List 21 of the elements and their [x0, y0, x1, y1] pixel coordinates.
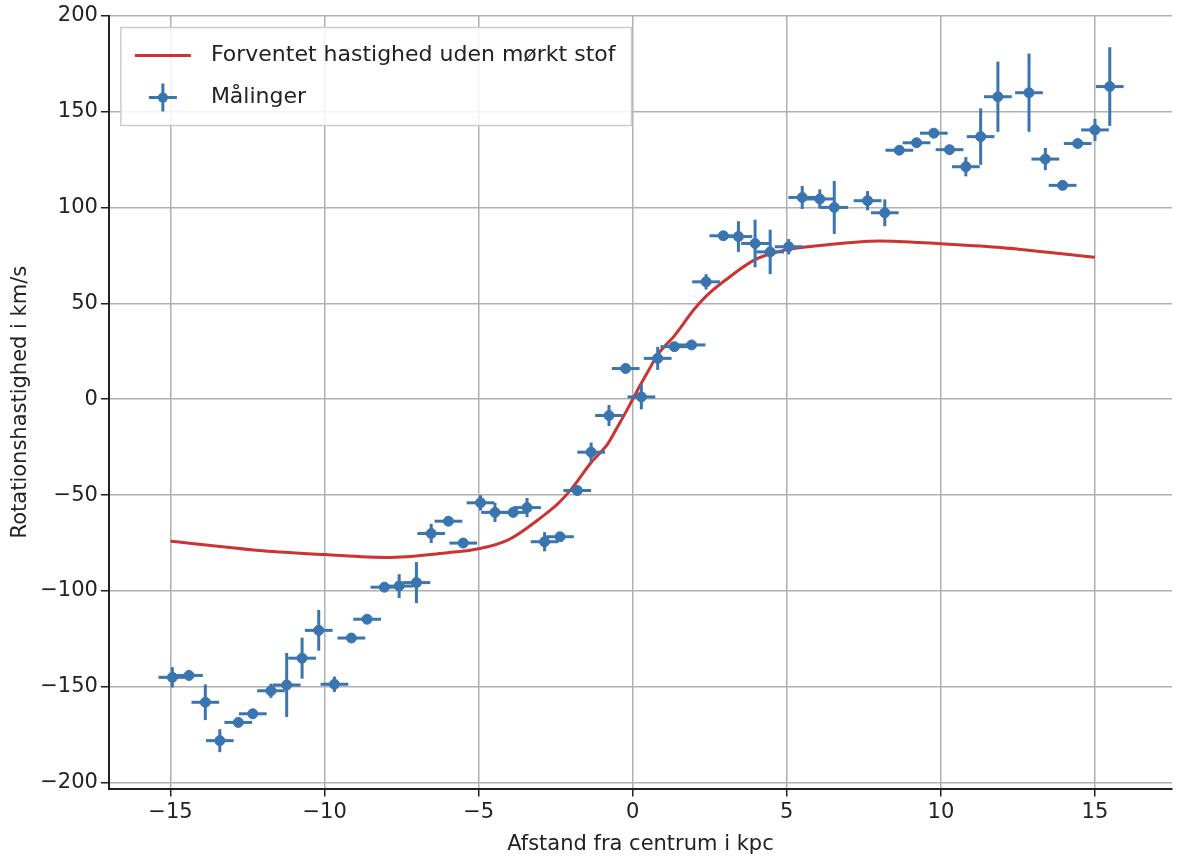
x-tick-label: 10 [927, 798, 955, 823]
x-tick-label: −10 [302, 798, 347, 823]
legend-label: Målinger [210, 83, 308, 109]
y-tick-label: −50 [53, 481, 98, 506]
x-tick-label: 5 [780, 798, 794, 823]
y-tick-label: 150 [57, 97, 98, 122]
y-tick-label: −100 [40, 577, 98, 602]
y-tick-label: 50 [71, 289, 98, 314]
y-axis-title: Rotationshastighed i km/s [7, 265, 32, 539]
x-tick-label: −15 [148, 798, 193, 823]
y-tick-label: 200 [57, 2, 98, 27]
legend-label: Forventet hastighed uden mørkt stof [210, 41, 617, 67]
line-series [169, 239, 1097, 559]
y-tick-label: −200 [40, 769, 98, 794]
x-tick-label: 15 [1081, 798, 1109, 823]
y-tick-label: 0 [84, 385, 98, 410]
x-axis-title: Afstand fra centrum i kpc [507, 830, 774, 855]
x-tick-label: −5 [463, 798, 495, 823]
y-tick-label: −150 [40, 673, 98, 698]
x-tick-label: 0 [626, 798, 640, 823]
y-tick-label: 100 [57, 193, 98, 218]
